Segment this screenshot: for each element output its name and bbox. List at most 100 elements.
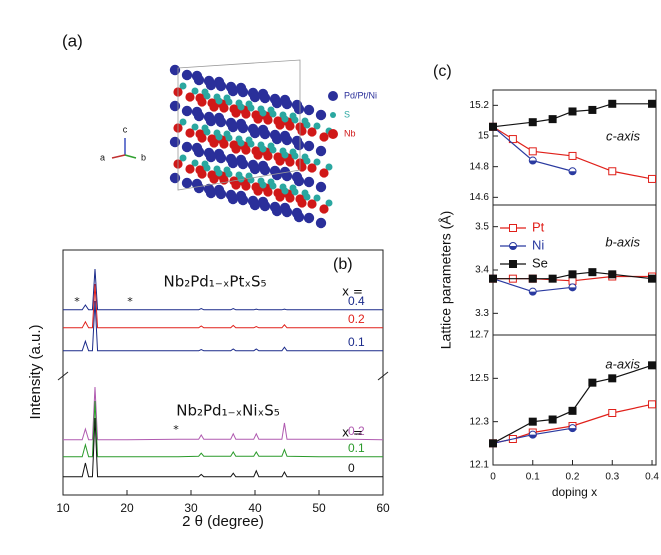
atom xyxy=(291,152,299,160)
atom xyxy=(203,164,211,172)
atom xyxy=(215,188,227,200)
legend-label: Pd/Pt/Ni xyxy=(344,90,377,100)
atom xyxy=(231,108,241,118)
data-point xyxy=(648,274,657,283)
atom xyxy=(263,151,273,161)
y-tick-label: 15 xyxy=(478,131,490,142)
data-point-half xyxy=(529,291,537,296)
xrd-trace xyxy=(63,417,383,478)
y-tick-label: 3.3 xyxy=(475,308,489,319)
xrd-trace xyxy=(63,283,383,329)
y-tick-label: 12.5 xyxy=(470,373,490,384)
annotation: x = xyxy=(342,426,363,440)
atom xyxy=(219,139,229,149)
atom xyxy=(271,205,283,217)
atom xyxy=(291,188,299,196)
trace-label: 0.4 xyxy=(348,294,365,308)
data-point xyxy=(528,274,537,283)
data-point-half xyxy=(569,287,577,291)
data-point xyxy=(648,174,657,183)
atom xyxy=(181,105,193,117)
axis-arrow xyxy=(111,154,126,159)
atom xyxy=(325,163,333,171)
atom xyxy=(275,156,285,166)
legend-marker xyxy=(328,91,338,101)
plot-frame xyxy=(492,334,657,466)
atom xyxy=(225,170,233,178)
panel-label: (b) xyxy=(333,256,353,273)
atom xyxy=(203,128,211,136)
data-point xyxy=(588,105,597,114)
data-point-half xyxy=(509,246,517,250)
atom xyxy=(269,146,277,154)
x-tick-label: 20 xyxy=(120,501,134,515)
data-point-half xyxy=(569,171,577,175)
atom xyxy=(319,204,329,214)
atom xyxy=(197,97,207,107)
data-point xyxy=(588,378,597,387)
xrd-trace xyxy=(63,268,383,311)
atom xyxy=(169,100,181,112)
atom xyxy=(297,126,307,136)
atom xyxy=(185,92,195,102)
x-axis-label: doping x xyxy=(552,485,597,499)
data-point xyxy=(608,374,617,383)
atom xyxy=(209,174,219,184)
data-point xyxy=(568,406,577,415)
y-tick-label: 3.5 xyxy=(475,221,489,232)
data-point xyxy=(568,151,577,160)
data-point-half xyxy=(529,434,537,439)
xrd-trace xyxy=(63,386,384,441)
atom xyxy=(271,169,283,181)
atom xyxy=(253,186,263,196)
data-point xyxy=(548,415,557,424)
atom xyxy=(215,116,227,128)
x-tick-label: 0.2 xyxy=(566,472,580,483)
atom xyxy=(325,199,333,207)
atom xyxy=(249,163,261,175)
atom xyxy=(303,193,311,201)
axis-annotation: b-axis xyxy=(605,234,640,249)
x-tick-label: 40 xyxy=(248,501,262,515)
panel-label: (c) xyxy=(433,63,452,80)
y-tick-label: 12.3 xyxy=(470,416,490,427)
atom xyxy=(215,152,227,164)
data-point xyxy=(489,122,497,131)
legend-label: Ni xyxy=(532,237,544,252)
atom xyxy=(315,217,327,229)
atom xyxy=(169,172,181,184)
atom xyxy=(181,69,193,81)
data-point xyxy=(608,409,617,417)
atom xyxy=(253,114,263,124)
crystal-structure xyxy=(169,59,333,229)
atom xyxy=(237,158,249,170)
legend-marker xyxy=(330,112,336,118)
atom xyxy=(209,138,219,148)
atom xyxy=(291,116,299,124)
atom xyxy=(225,134,233,142)
atom xyxy=(205,115,217,127)
atom xyxy=(215,133,223,141)
atom xyxy=(193,110,205,122)
atom xyxy=(315,109,327,121)
atom xyxy=(293,139,305,151)
legend-label: S xyxy=(344,109,350,119)
atom xyxy=(209,102,219,112)
axis-name: a xyxy=(100,152,105,162)
data-point xyxy=(489,274,497,283)
atom xyxy=(259,181,267,189)
data-point xyxy=(608,99,617,108)
atom xyxy=(179,82,187,90)
atom xyxy=(197,169,207,179)
atom xyxy=(303,212,315,224)
axis-arrow xyxy=(124,154,137,159)
atom xyxy=(247,104,255,112)
axis-name: b xyxy=(141,152,146,162)
x-tick-label: 60 xyxy=(376,501,390,515)
atom xyxy=(191,87,199,95)
x-axis-label: 2 θ (degree) xyxy=(182,513,264,530)
axis-annotation: c-axis xyxy=(606,128,640,143)
atom xyxy=(313,194,321,202)
data-point xyxy=(568,276,577,285)
atom xyxy=(303,157,311,165)
